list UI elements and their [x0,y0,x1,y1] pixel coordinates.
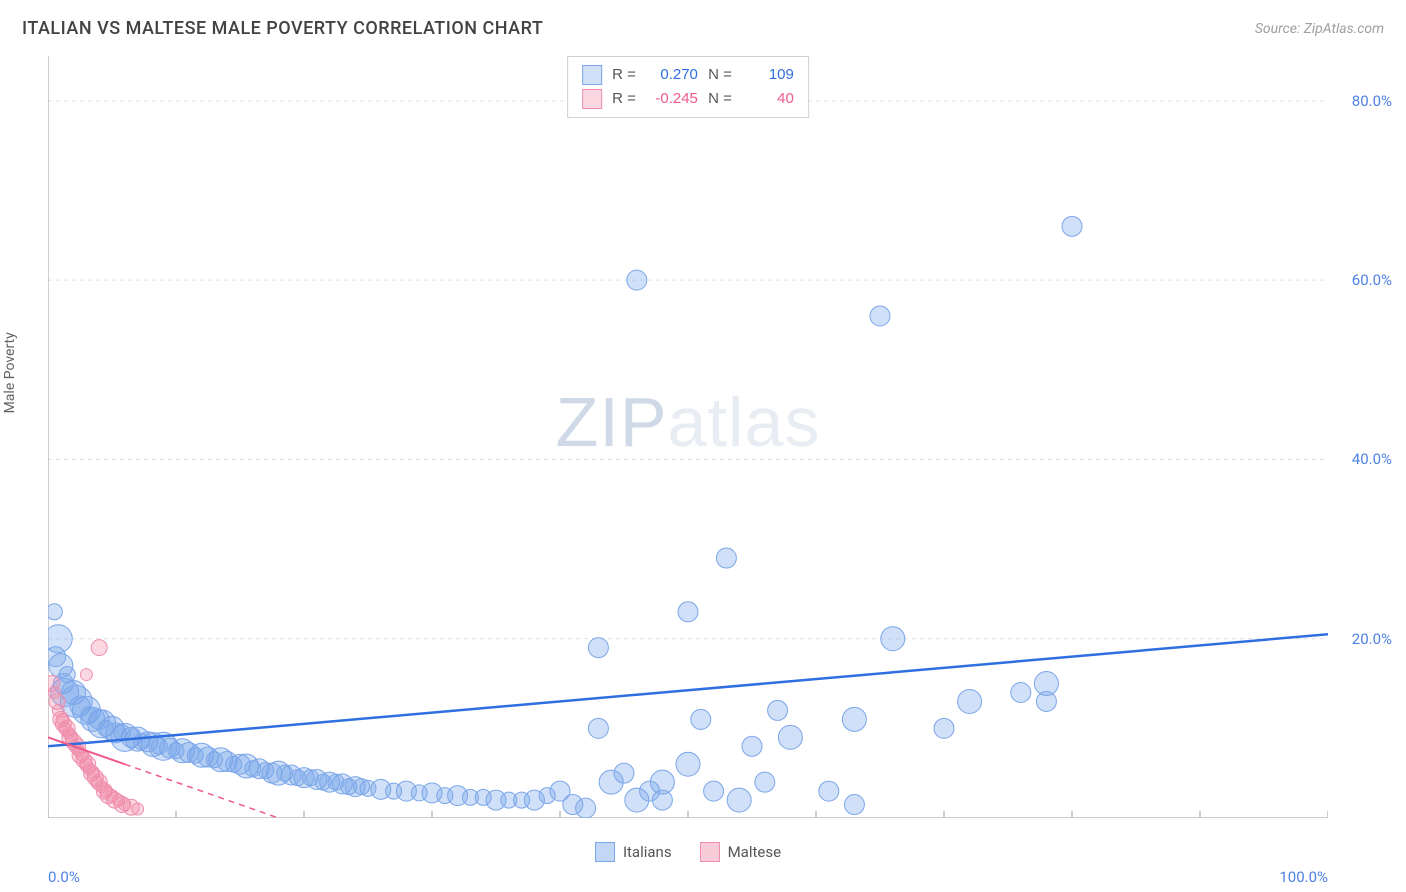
series-swatch [595,842,615,862]
y-tick-label: 80.0% [1352,92,1392,110]
series-swatch [582,65,602,85]
series-swatch [700,842,720,862]
chart-area: ZIPatlas R =0.270 N =109 R =-0.245 N =40 [48,56,1328,818]
y-tick-label: 60.0% [1352,271,1392,289]
x-axis-min: 0.0% [48,868,80,886]
x-axis-labels: 0.0% 100.0% [48,868,1328,886]
stats-row: R =0.270 N =109 [582,63,794,87]
legend-label: Maltese [728,843,781,861]
chart-title: ITALIAN VS MALTESE MALE POVERTY CORRELAT… [22,18,543,39]
series-legend: Italians Maltese [48,842,1328,862]
legend-item: Italians [595,842,672,862]
legend-item: Maltese [700,842,781,862]
y-tick-label: 20.0% [1352,630,1392,648]
stats-row: R =-0.245 N =40 [582,87,794,111]
source-attribution: Source: ZipAtlas.com [1255,21,1384,37]
scatter-chart [48,56,1328,818]
x-axis-max: 100.0% [1279,868,1328,886]
stats-legend: R =0.270 N =109 R =-0.245 N =40 [567,56,809,118]
legend-label: Italians [623,843,672,861]
y-tick-label: 40.0% [1352,450,1392,468]
series-swatch [582,89,602,109]
y-axis-label: Male Poverty [2,332,18,413]
